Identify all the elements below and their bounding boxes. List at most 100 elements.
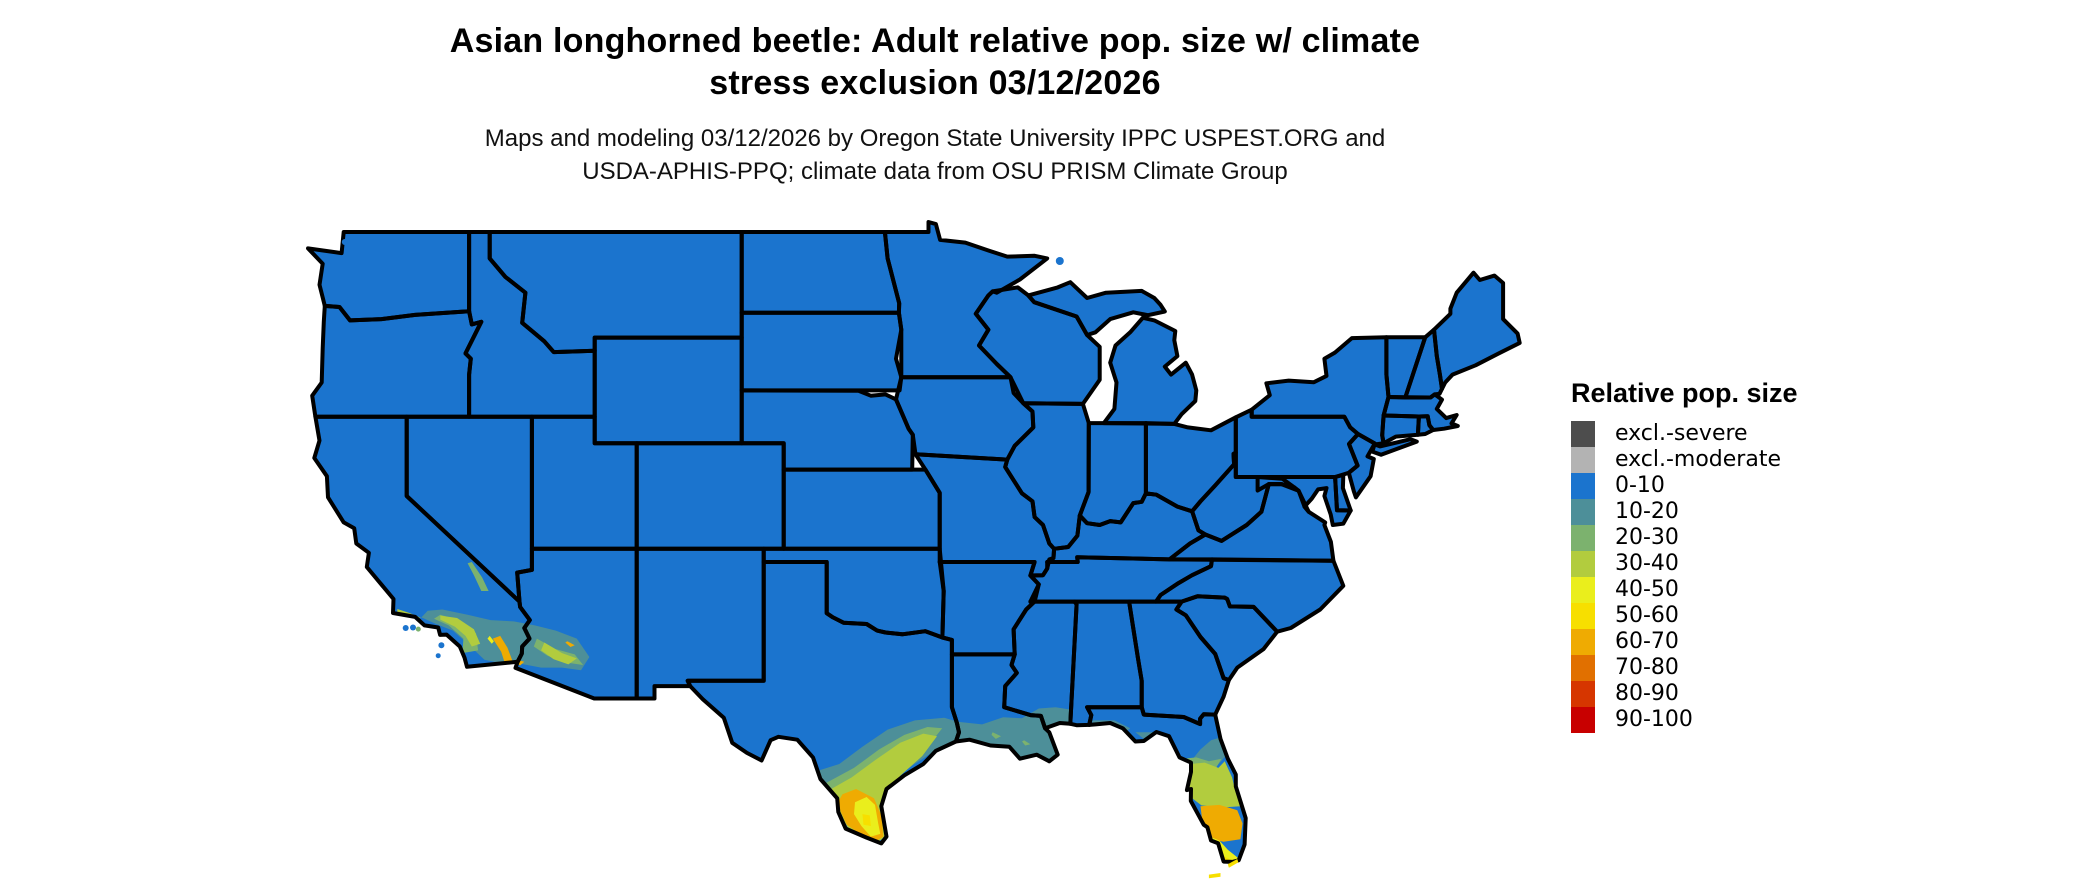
legend-label: 20-30 (1615, 525, 1679, 550)
legend-item: 0-10 (1571, 473, 1901, 499)
state-border-fl (1085, 705, 1248, 864)
legend-swatch-20-30 (1571, 525, 1595, 551)
legend-label: 80-90 (1615, 681, 1679, 706)
legend-swatch-80-90 (1571, 681, 1595, 707)
page-title-line2: stress exclusion 03/12/2026 (709, 64, 1161, 102)
state-id (465, 232, 595, 417)
state-ok (763, 548, 944, 638)
hotspot-la-delta-speck2 (1022, 740, 1031, 746)
legend-item: 20-30 (1571, 525, 1901, 551)
state-border-az (513, 546, 639, 701)
state-border-ma (1381, 392, 1460, 432)
hotspot-south-florida-orange (1200, 804, 1243, 842)
legend-label: 70-80 (1615, 655, 1679, 680)
state-mt (489, 232, 742, 353)
island-florida-keys-east (1227, 859, 1239, 868)
state-border-me (1432, 270, 1522, 391)
legend-rows: excl.-severe excl.-moderate 0-10 10-20 20-30… (1571, 421, 1901, 733)
island-channel-island-1 (402, 625, 409, 631)
state-pa (1235, 409, 1358, 477)
state-mn (884, 222, 1048, 378)
legend-swatch-excl.-severe (1571, 421, 1595, 447)
legend-label: 10-20 (1615, 499, 1679, 524)
state-nm (636, 548, 764, 699)
legend-label: 0-10 (1615, 473, 1665, 498)
legend-label: excl.-severe (1615, 421, 1748, 446)
legend-item: 60-70 (1571, 629, 1901, 655)
state-nv (406, 416, 532, 602)
state-ut (531, 416, 637, 549)
state-ks (783, 469, 940, 549)
legend-label: 30-40 (1615, 551, 1679, 576)
hotspot-florida-ygreen (1186, 761, 1241, 808)
state-wv (1192, 452, 1295, 541)
state-border-wi (973, 285, 1102, 406)
state-me (1434, 272, 1520, 389)
state-wa (308, 232, 470, 321)
state-ind (1079, 423, 1146, 525)
state-oh (1145, 417, 1236, 512)
legend-item: 50-60 (1571, 603, 1901, 629)
subtitle: Maps and modeling 03/12/2026 by Oregon S… (0, 122, 1870, 188)
state-wy (594, 337, 742, 444)
state-border-mi_lo (1101, 315, 1199, 426)
island-channel-island-5 (435, 653, 441, 659)
legend-item: excl.-severe (1571, 421, 1901, 447)
hotspot-la-delta-speck1 (991, 732, 1001, 739)
legend-item: 70-80 (1571, 655, 1901, 681)
legend-swatch-60-70 (1571, 629, 1595, 655)
hotspot-socal-green (434, 614, 479, 654)
state-ny (1251, 337, 1417, 455)
population-raster-layer (397, 562, 1243, 862)
hotspot-salton-fringe (487, 635, 494, 644)
state-ca (314, 416, 530, 667)
legend-item: 30-40 (1571, 551, 1901, 577)
legend-item: 90-100 (1571, 707, 1901, 733)
legend-swatch-50-60 (1571, 603, 1595, 629)
state-or (312, 305, 482, 417)
legend-swatch-excl.-moderate (1571, 447, 1595, 473)
state-ct (1382, 415, 1419, 444)
state-mo (915, 454, 1055, 576)
state-sc (1176, 596, 1278, 680)
legend-swatch-70-80 (1571, 655, 1595, 681)
state-border-sc (1174, 594, 1280, 682)
header: Asian longhorned beetle: Adult relative … (0, 20, 1870, 188)
legend-item: 10-20 (1571, 499, 1901, 525)
legend-item: 80-90 (1571, 681, 1901, 707)
state-nh (1405, 329, 1442, 398)
state-ky (1047, 493, 1206, 562)
hotspot-imperial-valley (492, 635, 513, 662)
legend-label: 90-100 (1615, 707, 1693, 732)
hotspot-socal-ygreen (440, 615, 481, 647)
legend: Relative pop. size excl.-severe excl.-mod… (1571, 378, 1901, 733)
legend-swatch-90-100 (1571, 707, 1595, 733)
state-mi_lo (1103, 317, 1197, 424)
island-florida-keys-west (1208, 873, 1221, 879)
island-channel-island-3 (415, 626, 421, 632)
legend-item: 40-50 (1571, 577, 1901, 603)
island-san-juan-island (341, 239, 348, 245)
state-border-tx (685, 560, 961, 846)
legend-label: excl.-moderate (1615, 447, 1781, 472)
state-ms (1004, 601, 1077, 729)
island-channel-island-2 (410, 624, 416, 631)
legend-title: Relative pop. size (1571, 378, 1798, 408)
state-sd (741, 312, 902, 391)
legend-label: 50-60 (1615, 603, 1679, 628)
legend-swatch-40-50 (1571, 577, 1595, 603)
hotspot-az-ygreen (541, 642, 577, 665)
state-ia (896, 377, 1034, 460)
subtitle-line2: USDA-APHIS-PPQ; climate data from OSU PR… (582, 158, 1288, 185)
island-isle-royale (1055, 257, 1064, 265)
legend-swatch-10-20 (1571, 499, 1595, 525)
state-nd (741, 232, 900, 313)
island-channel-island-4 (438, 642, 445, 649)
state-ga (1129, 601, 1229, 725)
hotspot-mojave-streak (467, 562, 489, 591)
state-nc (1156, 559, 1344, 632)
legend-label: 40-50 (1615, 577, 1679, 602)
state-wi (975, 287, 1100, 404)
